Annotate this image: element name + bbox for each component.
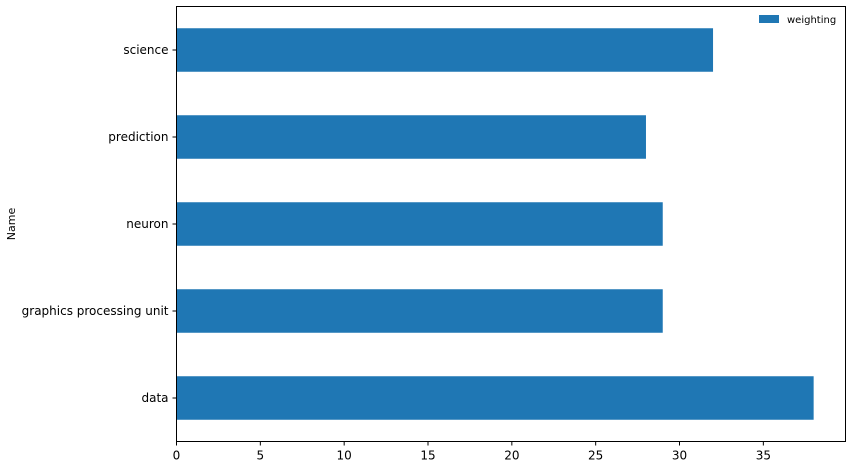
- y-tick-label: data: [141, 391, 168, 405]
- y-tick-label: neuron: [126, 217, 168, 231]
- x-tick-label: 10: [337, 449, 352, 463]
- x-tick-label: 0: [173, 449, 181, 463]
- x-tick-label: 35: [756, 449, 771, 463]
- y-axis: data graphics processing unit neuron predic…: [22, 43, 177, 405]
- x-tick-label: 15: [420, 449, 435, 463]
- legend-label: weighting: [787, 15, 836, 26]
- x-tick-label: 25: [588, 449, 603, 463]
- bar-science: [176, 28, 714, 72]
- x-tick-label: 30: [672, 449, 687, 463]
- bar-neuron: [176, 202, 663, 246]
- x-tick-label: 20: [504, 449, 519, 463]
- bar-data: [176, 376, 814, 420]
- x-tick-label: 5: [257, 449, 265, 463]
- bar-prediction: [176, 115, 646, 159]
- bar-graphics-processing-unit: [176, 289, 663, 333]
- x-axis: 0 5 10 15 20 25 30 35: [173, 441, 771, 463]
- legend-swatch: [759, 15, 779, 23]
- y-tick-label: science: [123, 43, 168, 57]
- legend: weighting: [759, 15, 836, 26]
- y-tick-label: graphics processing unit: [22, 304, 169, 318]
- y-axis-title: Name: [5, 208, 18, 241]
- plot-frame: [176, 6, 846, 442]
- y-tick-label: prediction: [108, 130, 168, 144]
- bars-layer: [176, 28, 814, 420]
